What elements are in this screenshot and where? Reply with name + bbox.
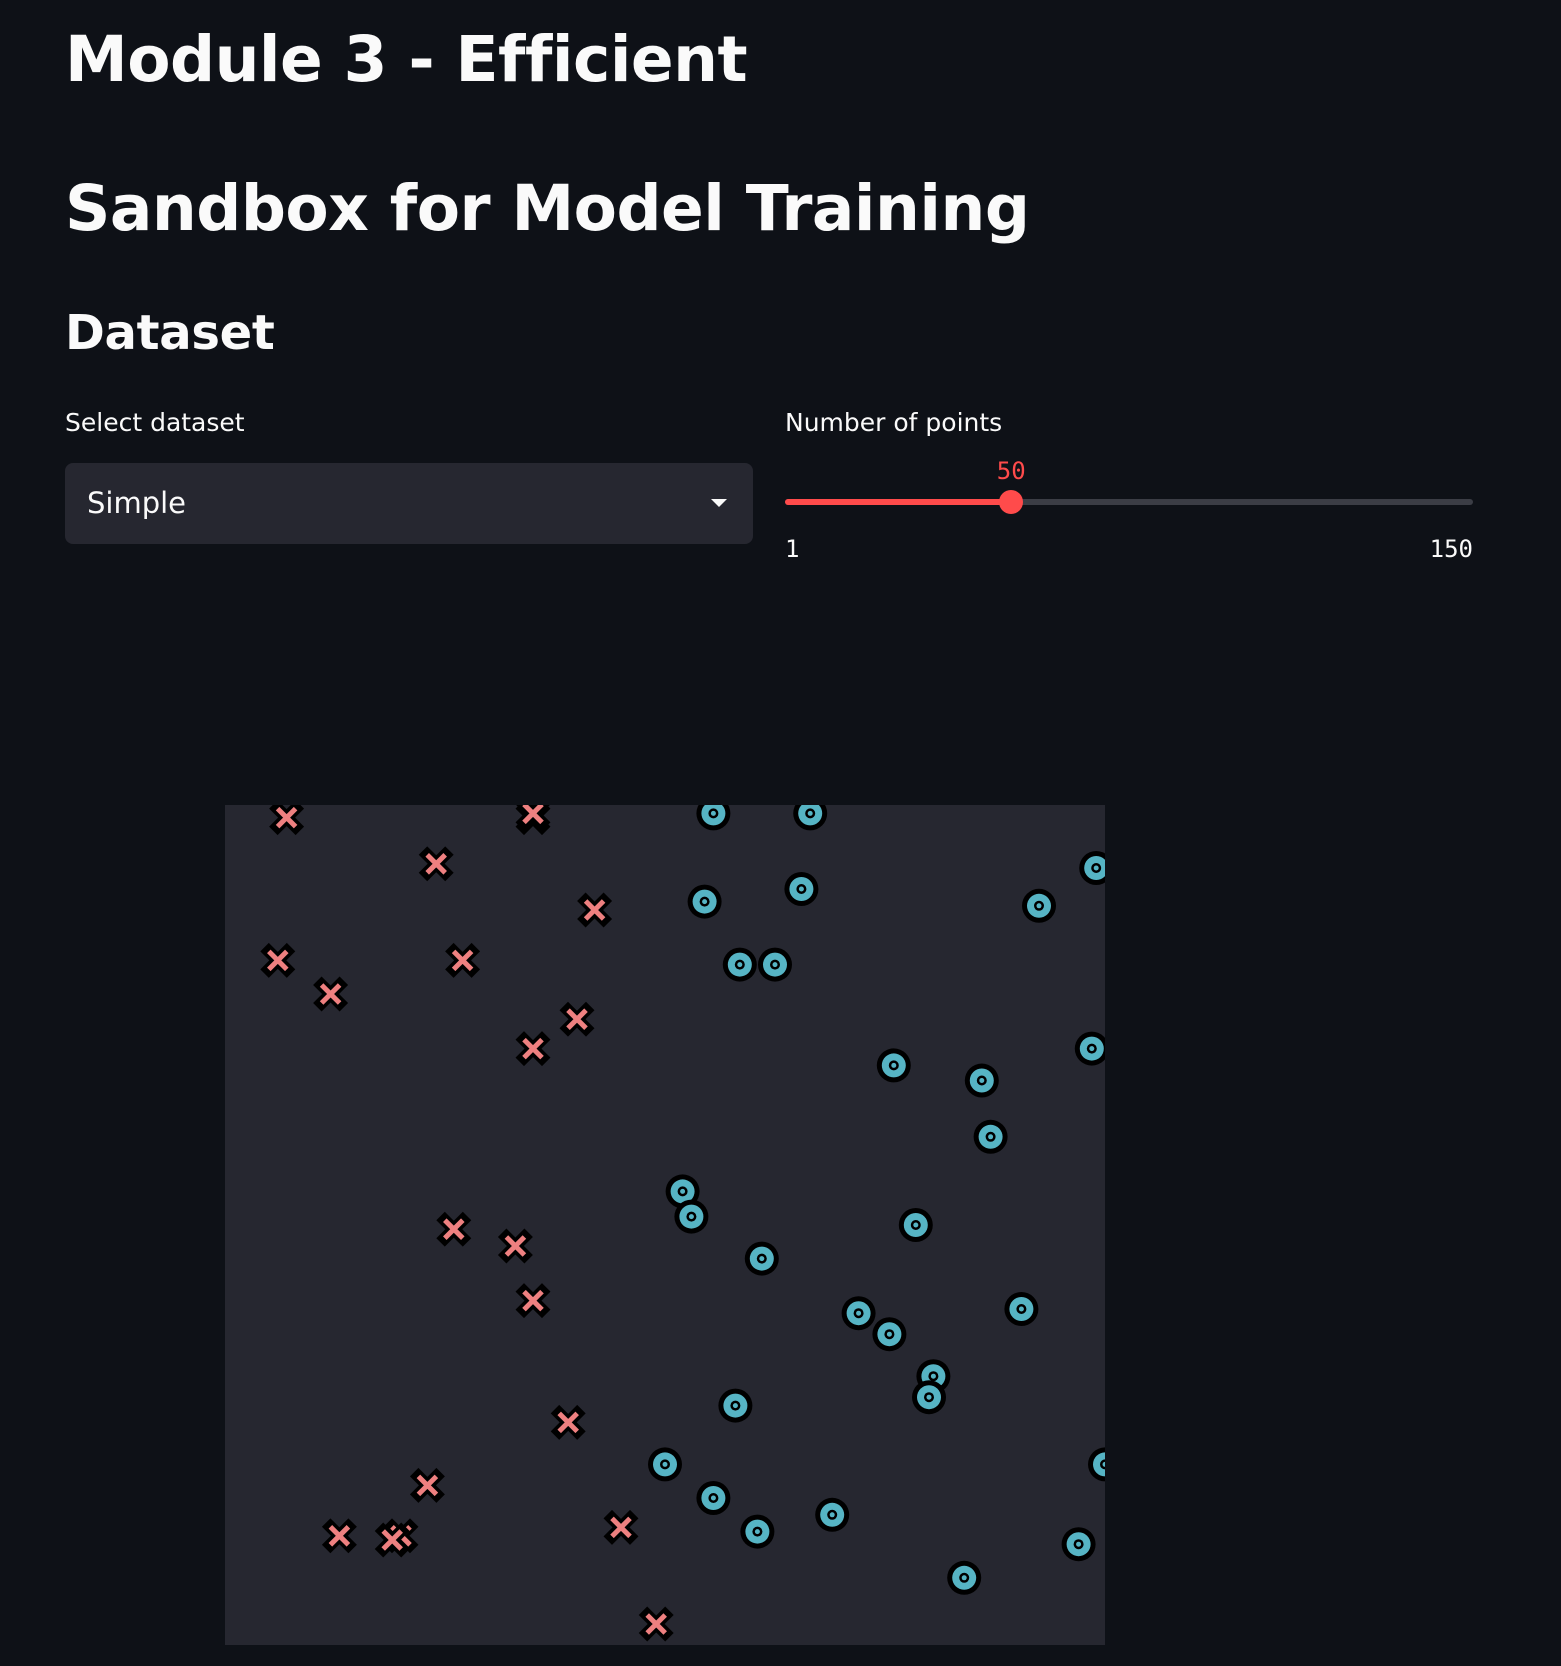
scatter-point-o [793, 805, 828, 831]
scatter-point-o [696, 1481, 731, 1515]
page-title-line-1: Module 3 - Efficient [65, 23, 748, 96]
dataset-select[interactable]: Simple [65, 463, 753, 544]
scatter-point-x [436, 1211, 472, 1247]
scatter-point-x [577, 892, 613, 928]
scatter-point-o [1061, 1527, 1096, 1562]
scatter-point-o [973, 1119, 1008, 1154]
chevron-down-icon[interactable] [711, 499, 727, 507]
scatter-point-o [898, 1208, 933, 1242]
scatter-point-o [758, 947, 792, 982]
scatter-point-x [260, 942, 296, 978]
scatter-point-o [744, 1241, 779, 1276]
scatter-point-x [603, 1509, 639, 1545]
scatter-point-o [1004, 1292, 1039, 1326]
slider-thumb[interactable] [999, 490, 1024, 514]
select-dataset-label: Select dataset [65, 408, 245, 437]
slider-current-value: 50 [996, 457, 1026, 485]
scatter-point-o [964, 1063, 999, 1098]
scatter-point-x [550, 1404, 586, 1440]
scatter-point-x [515, 1031, 551, 1067]
scatter-point-o [1088, 1447, 1105, 1482]
number-of-points-slider[interactable]: 50 1 150 [785, 455, 1473, 575]
scatter-point-x [374, 1522, 410, 1558]
scatter-point-o [740, 1514, 775, 1549]
scatter-point-o [1079, 851, 1105, 885]
dataset-scatter-plot [225, 805, 1105, 1645]
scatter-point-o [912, 1380, 946, 1415]
scatter-point-o [1074, 1031, 1105, 1066]
scatter-point-o [648, 1447, 682, 1482]
scatter-point-x [515, 805, 551, 831]
scatter-point-x [638, 1606, 674, 1642]
scatter-point-o [696, 805, 731, 831]
scatter-point-o [872, 1317, 907, 1352]
dataset-section-header: Dataset [65, 305, 275, 361]
scatter-point-o [1022, 888, 1056, 923]
scatter-point-x [418, 846, 454, 882]
scatter-point-o [722, 947, 757, 982]
slider-max-label: 150 [1429, 535, 1473, 563]
scatter-point-x [313, 976, 349, 1012]
scatter-point-o [784, 872, 819, 906]
page-title-line-2: Sandbox for Model Training [65, 172, 1030, 245]
plot-background [225, 805, 1105, 1645]
scatter-point-o [687, 884, 722, 919]
scatter-point-o [876, 1048, 911, 1083]
scatter-point-x [269, 805, 305, 836]
scatter-point-o [841, 1296, 876, 1331]
slider-fill [785, 499, 1012, 505]
slider-track[interactable] [785, 499, 1473, 505]
number-of-points-label: Number of points [785, 408, 1003, 437]
scatter-point-x [445, 942, 481, 978]
scatter-point-x [497, 1228, 533, 1264]
scatter-point-o [718, 1388, 753, 1423]
scatter-point-o [815, 1497, 850, 1532]
scatter-point-x [321, 1518, 357, 1554]
dataset-select-value: Simple [87, 486, 187, 520]
scatter-point-o [674, 1199, 709, 1234]
scatter-point-o [947, 1560, 982, 1595]
scatter-point-x [409, 1467, 445, 1503]
slider-min-label: 1 [785, 535, 800, 563]
scatter-point-x [515, 1283, 551, 1319]
scatter-point-x [559, 1001, 595, 1037]
